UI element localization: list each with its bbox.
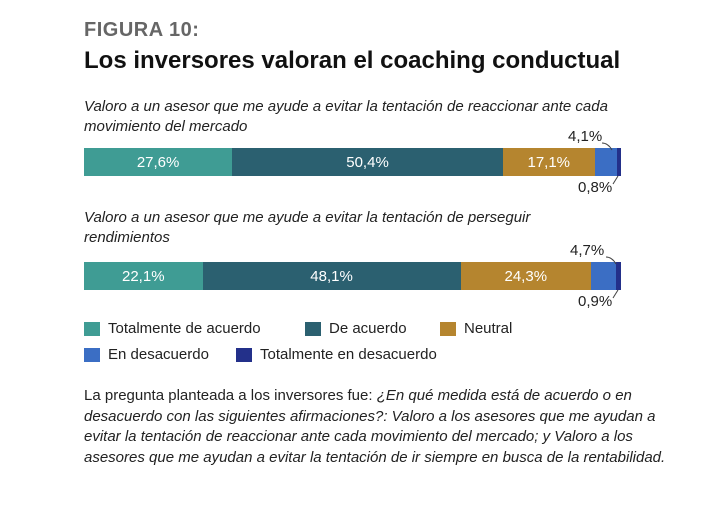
legend-item-totalmente-en-desacuerdo: Totalmente en desacuerdo <box>236 346 437 363</box>
legend-swatch <box>305 321 321 336</box>
bar-segment-5 <box>616 262 621 290</box>
bar-segment-4 <box>594 148 617 176</box>
legend-swatch <box>236 347 252 362</box>
data-label: 4,7% <box>570 242 605 259</box>
bar-segment-2: 50,4% <box>232 148 503 176</box>
bar-segment-2: 48,1% <box>202 262 461 290</box>
legend-swatch <box>440 321 456 336</box>
legend-label: Neutral <box>464 320 513 337</box>
question-1: Valoro a un asesor que me ayude a evitar… <box>84 98 608 135</box>
data-label: 0,8% <box>578 179 613 196</box>
legend-label: Totalmente de acuerdo <box>108 320 261 337</box>
data-label: 4,1% <box>568 128 603 145</box>
footnote-question: ¿En qué medida está de acuerdo o en desa… <box>84 387 666 466</box>
bar-segment-1: 27,6% <box>84 148 233 176</box>
leader-line <box>612 175 619 185</box>
bar-row-2: 22,1% 48,1% 24,3% <box>84 262 621 290</box>
bar-segment-3: 24,3% <box>460 262 591 290</box>
footnote: La pregunta planteada a los inversores f… <box>84 386 684 468</box>
question-2: Valoro a un asesor que me ayude a evitar… <box>84 209 531 246</box>
legend-swatch <box>84 321 100 336</box>
legend-label: Totalmente en desacuerdo <box>260 346 437 363</box>
leader-line <box>605 256 617 265</box>
legend-swatch <box>84 347 100 362</box>
bar-segment-4 <box>590 262 617 290</box>
legend-item-de-acuerdo: De acuerdo <box>305 320 407 337</box>
bar-segment-1: 22,1% <box>84 262 203 290</box>
legend-item-en-desacuerdo: En desacuerdo <box>84 346 209 363</box>
legend-item-totalmente-de-acuerdo: Totalmente de acuerdo <box>84 320 261 337</box>
chart-title: Los inversores valoran el coaching condu… <box>84 47 621 74</box>
leader-line <box>601 142 613 151</box>
legend-label: De acuerdo <box>329 320 407 337</box>
bar-segment-3: 17,1% <box>502 148 595 176</box>
legend-label: En desacuerdo <box>108 346 209 363</box>
bar-segment-5 <box>616 148 621 176</box>
figure-label: FIGURA 10: <box>84 19 200 41</box>
leader-line <box>612 289 619 299</box>
bar-row-1: 27,6% 50,4% 17,1% <box>84 148 621 176</box>
data-label: 0,9% <box>578 293 613 310</box>
footnote-text: La pregunta planteada a los inversores f… <box>84 387 377 404</box>
legend-item-neutral: Neutral <box>440 320 512 337</box>
